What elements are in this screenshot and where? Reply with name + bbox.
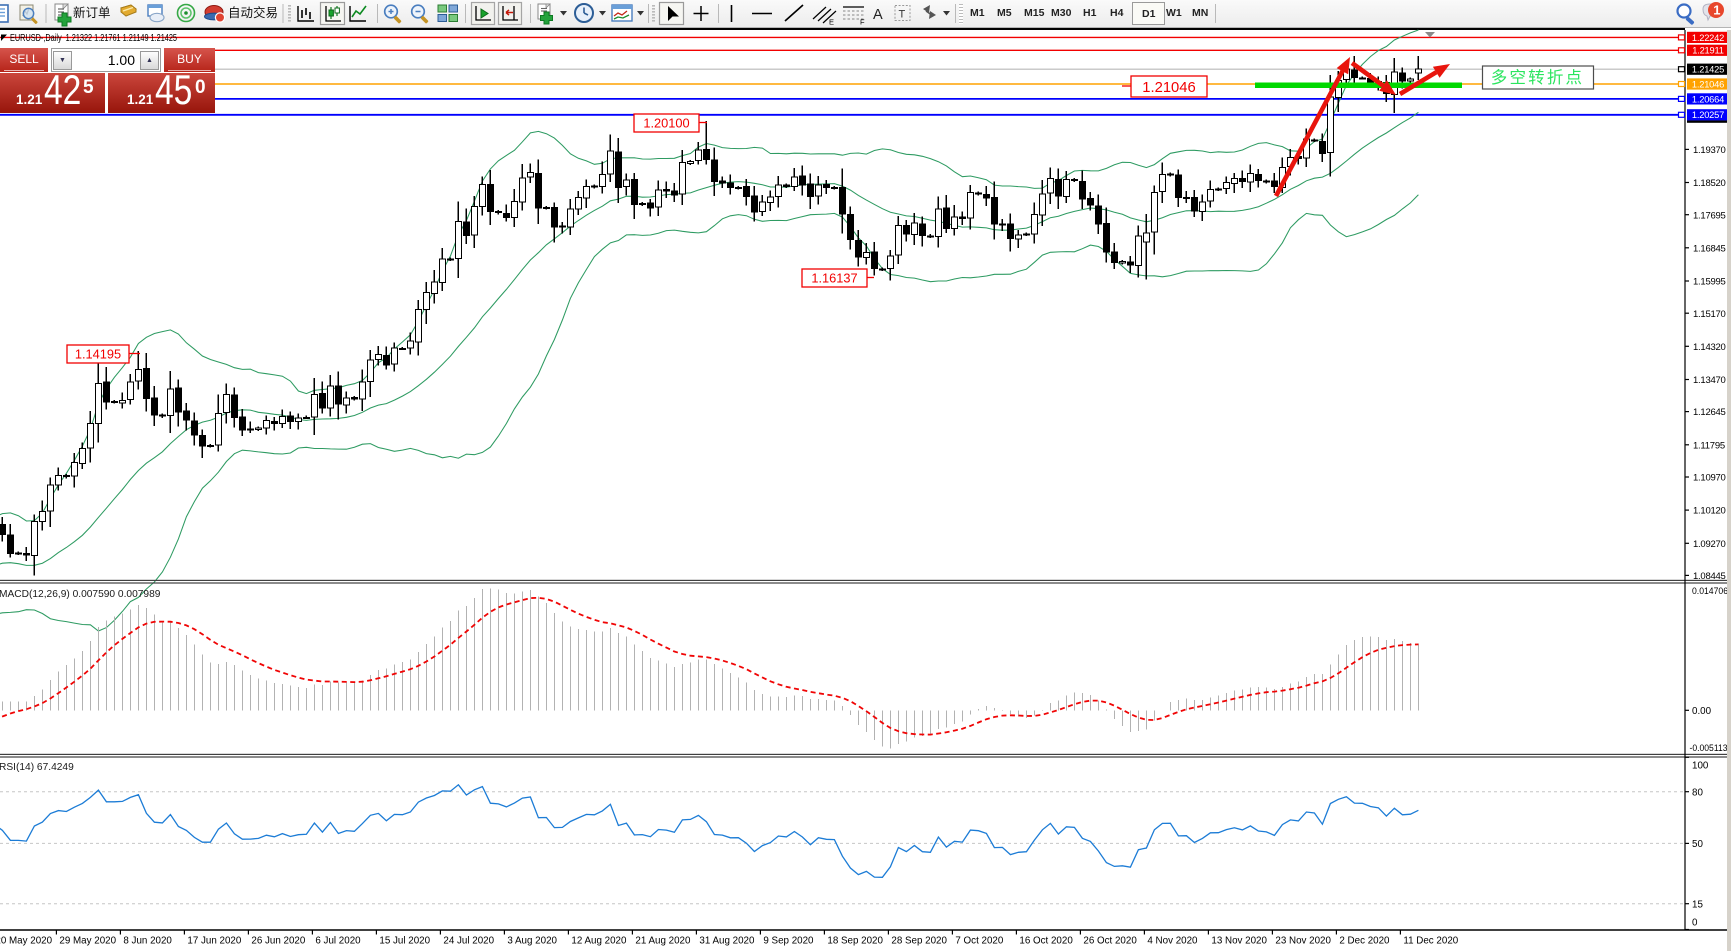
svg-text:9 Sep 2020: 9 Sep 2020 [763, 936, 814, 947]
svg-text:7 Oct 2020: 7 Oct 2020 [955, 936, 1003, 947]
svg-text:17 Jun 2020: 17 Jun 2020 [187, 936, 241, 947]
svg-text:1.20664: 1.20664 [1692, 94, 1724, 104]
svg-text:F: F [860, 18, 865, 27]
svg-text:24 Jul 2020: 24 Jul 2020 [443, 936, 494, 947]
svg-text:23 Nov 2020: 23 Nov 2020 [1275, 936, 1331, 947]
svg-text:8 Jun 2020: 8 Jun 2020 [123, 936, 172, 947]
svg-text:2 Dec 2020: 2 Dec 2020 [1339, 936, 1390, 947]
svg-text:18 Sep 2020: 18 Sep 2020 [827, 936, 883, 947]
svg-text:20 May 2020: 20 May 2020 [0, 936, 53, 947]
svg-text:T: T [899, 9, 906, 21]
svg-text:21 Aug 2020: 21 Aug 2020 [635, 936, 691, 947]
svg-text:15: 15 [1692, 899, 1703, 910]
svg-text:29 May 2020: 29 May 2020 [59, 936, 116, 947]
svg-text:3 Aug 2020: 3 Aug 2020 [507, 936, 557, 947]
svg-text:6 Jul 2020: 6 Jul 2020 [315, 936, 361, 947]
svg-text:0: 0 [1692, 918, 1698, 929]
svg-text:1.14320: 1.14320 [1693, 342, 1726, 353]
svg-text:1.13470: 1.13470 [1693, 375, 1726, 386]
svg-text:1.21425: 1.21425 [1692, 65, 1724, 75]
svg-text:多空转折点: 多空转折点 [1491, 68, 1585, 87]
svg-text:1.15170: 1.15170 [1693, 309, 1726, 320]
svg-text:1.11795: 1.11795 [1693, 440, 1725, 451]
svg-text:16 Oct 2020: 16 Oct 2020 [1019, 936, 1073, 947]
svg-text:1.17695: 1.17695 [1693, 210, 1726, 221]
svg-text:26 Jun 2020: 26 Jun 2020 [251, 936, 305, 947]
svg-text:1.20257: 1.20257 [1692, 110, 1724, 120]
svg-text:0.014706: 0.014706 [1692, 586, 1728, 597]
svg-text:100: 100 [1692, 761, 1709, 772]
svg-text:1.10120: 1.10120 [1693, 506, 1726, 517]
svg-text:1.09270: 1.09270 [1693, 539, 1726, 550]
svg-text:1.20100: 1.20100 [643, 116, 689, 131]
svg-text:0.00: 0.00 [1692, 706, 1712, 717]
svg-text:MACD(12,26,9) 0.007590 0.00798: MACD(12,26,9) 0.007590 0.007989 [0, 589, 161, 600]
svg-text:26 Oct 2020: 26 Oct 2020 [1083, 936, 1137, 947]
svg-text:11 Dec 2020: 11 Dec 2020 [1403, 936, 1458, 947]
svg-text:4 Nov 2020: 4 Nov 2020 [1147, 936, 1198, 947]
svg-text:1.21046: 1.21046 [1692, 79, 1724, 89]
svg-text:1: 1 [1713, 3, 1720, 18]
svg-text:1.21046: 1.21046 [1142, 80, 1196, 96]
svg-text:A: A [873, 7, 883, 23]
svg-text:1.12645: 1.12645 [1693, 407, 1726, 418]
svg-text:80: 80 [1692, 787, 1703, 798]
svg-text:1.22242: 1.22242 [1692, 33, 1724, 43]
svg-text:15 Jul 2020: 15 Jul 2020 [379, 936, 430, 947]
svg-text:1.16137: 1.16137 [811, 271, 857, 286]
svg-text:1.18520: 1.18520 [1693, 178, 1726, 189]
svg-text:1.16845: 1.16845 [1693, 243, 1726, 254]
svg-text:50: 50 [1692, 839, 1703, 850]
svg-text:1.14195: 1.14195 [75, 347, 121, 362]
svg-text:-0.005113: -0.005113 [1690, 743, 1728, 754]
svg-text:13 Nov 2020: 13 Nov 2020 [1211, 936, 1267, 947]
svg-text:RSI(14) 67.4249: RSI(14) 67.4249 [0, 762, 74, 773]
svg-text:31 Aug 2020: 31 Aug 2020 [699, 936, 755, 947]
svg-text:28 Sep 2020: 28 Sep 2020 [891, 936, 947, 947]
svg-text:E: E [829, 18, 834, 27]
svg-text:12 Aug 2020: 12 Aug 2020 [571, 936, 627, 947]
svg-text:EURUSD-,Daily 1.21322 1.21761: EURUSD-,Daily 1.21322 1.21761 1.21149 1.… [10, 33, 177, 44]
svg-text:1.15995: 1.15995 [1693, 277, 1726, 288]
svg-text:1.10970: 1.10970 [1693, 473, 1726, 484]
svg-text:1.08445: 1.08445 [1693, 571, 1726, 582]
svg-text:1.19370: 1.19370 [1693, 145, 1726, 156]
svg-text:1.21911: 1.21911 [1692, 46, 1724, 56]
